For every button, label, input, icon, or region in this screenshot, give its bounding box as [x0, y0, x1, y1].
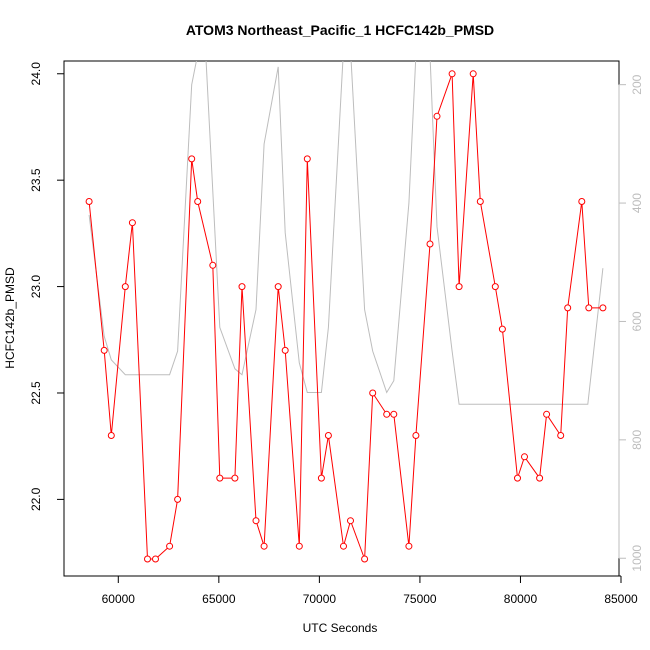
data-point: [174, 495, 182, 503]
primary-series-line: [88, 73, 603, 560]
y-tick-label: 22.5: [29, 381, 43, 405]
data-point: [238, 283, 246, 291]
data-point: [599, 304, 607, 312]
chart-marks: 60000 65000 70000 75000 80000 85000 22.0 22.5 23…: [29, 61, 644, 606]
y-axis-label: HCFC142b_PMSD: [3, 267, 17, 369]
data-point: [433, 112, 441, 120]
data-point: [498, 325, 506, 333]
data-point: [152, 555, 159, 563]
data-point: [521, 453, 528, 461]
y-tick-label: 22.0: [29, 487, 43, 511]
data-point: [340, 542, 347, 550]
data-point: [281, 346, 289, 354]
data-point: [426, 240, 434, 248]
data-point: [455, 283, 463, 291]
data-point: [369, 389, 377, 397]
x-tick-label: 60000: [102, 592, 136, 606]
data-point: [469, 70, 477, 78]
data-point: [260, 542, 268, 550]
data-point: [107, 432, 115, 439]
data-point: [557, 432, 565, 439]
x-tick-label: 70000: [303, 592, 337, 606]
data-point: [347, 517, 354, 525]
data-point: [383, 410, 391, 418]
data-point: [252, 517, 260, 525]
data-point: [361, 555, 369, 563]
data-point: [578, 198, 586, 205]
data-point: [144, 555, 151, 563]
data-point: [194, 198, 202, 205]
data-point: [405, 542, 413, 550]
y-tick-label: 24.0: [29, 62, 43, 86]
y-tick-label: 23.0: [29, 275, 43, 299]
data-point: [100, 346, 108, 354]
data-point: [231, 474, 239, 482]
data-point: [476, 198, 484, 205]
x-axis-label: UTC Seconds: [303, 621, 378, 635]
y2-tick-label: 1000: [630, 545, 644, 572]
data-point: [85, 198, 93, 205]
data-point: [514, 474, 521, 482]
data-point: [390, 410, 398, 418]
data-point: [303, 155, 311, 163]
data-point: [121, 283, 129, 291]
x-tick-label: 65000: [202, 592, 236, 606]
y-tick-label: 23.5: [29, 168, 43, 192]
data-point: [564, 304, 572, 312]
data-point: [317, 474, 325, 482]
data-point: [585, 304, 593, 312]
data-point: [412, 432, 420, 439]
data-point: [188, 155, 196, 163]
y2-tick-label: 200: [630, 74, 644, 94]
data-point: [216, 474, 224, 482]
data-point: [209, 261, 217, 269]
chart-title: ATOM3 Northeast_Pacific_1 HCFC142b_PMSD: [186, 22, 494, 38]
data-point: [166, 542, 174, 550]
y2-tick-label: 400: [630, 193, 644, 213]
x-tick-label: 80000: [504, 592, 538, 606]
data-point: [448, 70, 456, 78]
data-point: [274, 283, 282, 291]
y2-tick-label: 600: [630, 311, 644, 331]
data-point: [324, 432, 332, 439]
y2-tick-label: 800: [630, 430, 644, 450]
data-point: [128, 219, 136, 227]
secondary-series-line: [88, 61, 604, 405]
x-tick-label: 85000: [604, 592, 638, 606]
data-point: [295, 542, 303, 550]
plot-area: [63, 60, 620, 577]
data-point: [543, 410, 551, 418]
data-point: [536, 474, 544, 482]
data-point: [491, 283, 499, 291]
x-tick-label: 75000: [403, 592, 437, 606]
